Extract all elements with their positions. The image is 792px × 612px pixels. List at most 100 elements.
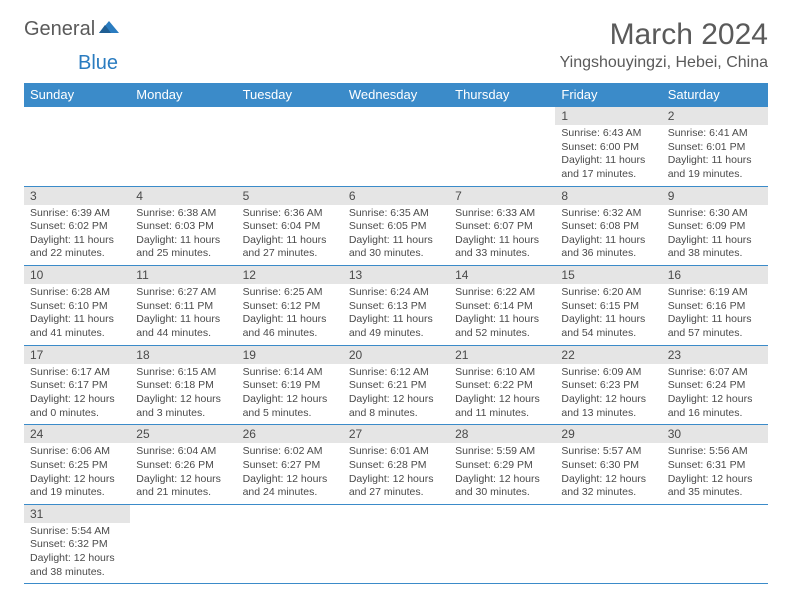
empty-cell bbox=[662, 523, 768, 584]
sunset-text: Sunset: 6:23 PM bbox=[561, 379, 655, 393]
day-detail: Sunrise: 6:02 AMSunset: 6:27 PMDaylight:… bbox=[237, 443, 343, 504]
logo-text-general: General bbox=[24, 18, 95, 41]
day-detail-cell: Sunrise: 6:14 AMSunset: 6:19 PMDaylight:… bbox=[237, 364, 343, 425]
empty-cell bbox=[130, 125, 236, 186]
logo-text-blue: Blue bbox=[78, 52, 118, 74]
sunset-text: Sunset: 6:09 PM bbox=[668, 220, 762, 234]
day-number: 20 bbox=[343, 346, 449, 364]
sunrise-text: Sunrise: 5:54 AM bbox=[30, 525, 124, 539]
sunset-text: Sunset: 6:04 PM bbox=[243, 220, 337, 234]
empty-cell bbox=[130, 504, 236, 523]
day-number: 21 bbox=[449, 346, 555, 364]
day-number: 5 bbox=[237, 187, 343, 205]
daylight-text-2: and 49 minutes. bbox=[349, 327, 443, 341]
empty-cell bbox=[130, 107, 236, 126]
day-number: 16 bbox=[662, 266, 768, 284]
daylight-text-2: and 13 minutes. bbox=[561, 407, 655, 421]
daylight-text-2: and 19 minutes. bbox=[30, 486, 124, 500]
sunset-text: Sunset: 6:29 PM bbox=[455, 459, 549, 473]
day-detail: Sunrise: 6:04 AMSunset: 6:26 PMDaylight:… bbox=[130, 443, 236, 504]
daylight-text-1: Daylight: 11 hours bbox=[668, 234, 762, 248]
day-number-cell: 30 bbox=[662, 425, 768, 444]
day-detail-cell: Sunrise: 5:56 AMSunset: 6:31 PMDaylight:… bbox=[662, 443, 768, 504]
day-detail: Sunrise: 5:59 AMSunset: 6:29 PMDaylight:… bbox=[449, 443, 555, 504]
day-number-cell: 24 bbox=[24, 425, 130, 444]
day-detail: Sunrise: 6:10 AMSunset: 6:22 PMDaylight:… bbox=[449, 364, 555, 425]
daylight-text-1: Daylight: 12 hours bbox=[455, 393, 549, 407]
day-detail: Sunrise: 6:06 AMSunset: 6:25 PMDaylight:… bbox=[24, 443, 130, 504]
day-number: 10 bbox=[24, 266, 130, 284]
daylight-text-2: and 8 minutes. bbox=[349, 407, 443, 421]
sunrise-text: Sunrise: 5:56 AM bbox=[668, 445, 762, 459]
sunset-text: Sunset: 6:01 PM bbox=[668, 141, 762, 155]
day-number: 6 bbox=[343, 187, 449, 205]
day-detail-cell: Sunrise: 6:27 AMSunset: 6:11 PMDaylight:… bbox=[130, 284, 236, 345]
daylight-text-1: Daylight: 11 hours bbox=[349, 313, 443, 327]
day-detail-cell: Sunrise: 6:28 AMSunset: 6:10 PMDaylight:… bbox=[24, 284, 130, 345]
day-detail-cell: Sunrise: 6:36 AMSunset: 6:04 PMDaylight:… bbox=[237, 205, 343, 266]
sunset-text: Sunset: 6:24 PM bbox=[668, 379, 762, 393]
day-detail: Sunrise: 5:54 AMSunset: 6:32 PMDaylight:… bbox=[24, 523, 130, 584]
sunrise-text: Sunrise: 6:22 AM bbox=[455, 286, 549, 300]
sunset-text: Sunset: 6:21 PM bbox=[349, 379, 443, 393]
logo: General bbox=[24, 18, 123, 41]
day-number: 30 bbox=[662, 425, 768, 443]
day-detail: Sunrise: 6:35 AMSunset: 6:05 PMDaylight:… bbox=[343, 205, 449, 266]
sunset-text: Sunset: 6:16 PM bbox=[668, 300, 762, 314]
sunrise-text: Sunrise: 6:14 AM bbox=[243, 366, 337, 380]
day-detail-cell: Sunrise: 6:17 AMSunset: 6:17 PMDaylight:… bbox=[24, 364, 130, 425]
day-header: Friday bbox=[555, 83, 661, 107]
daylight-text-2: and 30 minutes. bbox=[349, 247, 443, 261]
sunset-text: Sunset: 6:18 PM bbox=[136, 379, 230, 393]
daylight-text-2: and 36 minutes. bbox=[561, 247, 655, 261]
sunrise-text: Sunrise: 6:07 AM bbox=[668, 366, 762, 380]
sunset-text: Sunset: 6:15 PM bbox=[561, 300, 655, 314]
sunrise-text: Sunrise: 6:30 AM bbox=[668, 207, 762, 221]
day-detail-cell: Sunrise: 6:25 AMSunset: 6:12 PMDaylight:… bbox=[237, 284, 343, 345]
sunset-text: Sunset: 6:12 PM bbox=[243, 300, 337, 314]
day-number: 2 bbox=[662, 107, 768, 125]
daylight-text-1: Daylight: 12 hours bbox=[349, 473, 443, 487]
day-detail-cell: Sunrise: 6:20 AMSunset: 6:15 PMDaylight:… bbox=[555, 284, 661, 345]
empty-cell bbox=[449, 523, 555, 584]
empty-cell bbox=[662, 504, 768, 523]
empty-cell bbox=[555, 523, 661, 584]
day-number-cell: 13 bbox=[343, 266, 449, 285]
day-number: 29 bbox=[555, 425, 661, 443]
day-detail: Sunrise: 6:28 AMSunset: 6:10 PMDaylight:… bbox=[24, 284, 130, 345]
sunrise-text: Sunrise: 6:17 AM bbox=[30, 366, 124, 380]
empty-cell bbox=[449, 107, 555, 126]
daylight-text-2: and 21 minutes. bbox=[136, 486, 230, 500]
day-detail-cell: Sunrise: 6:07 AMSunset: 6:24 PMDaylight:… bbox=[662, 364, 768, 425]
flag-icon bbox=[99, 19, 121, 40]
daylight-text-2: and 16 minutes. bbox=[668, 407, 762, 421]
calendar-header-row: SundayMondayTuesdayWednesdayThursdayFrid… bbox=[24, 83, 768, 107]
daylight-text-1: Daylight: 12 hours bbox=[455, 473, 549, 487]
day-detail-cell: Sunrise: 5:57 AMSunset: 6:30 PMDaylight:… bbox=[555, 443, 661, 504]
day-number: 12 bbox=[237, 266, 343, 284]
sunrise-text: Sunrise: 6:02 AM bbox=[243, 445, 337, 459]
day-number: 17 bbox=[24, 346, 130, 364]
daylight-text-2: and 0 minutes. bbox=[30, 407, 124, 421]
day-number-cell: 7 bbox=[449, 186, 555, 205]
sunrise-text: Sunrise: 6:09 AM bbox=[561, 366, 655, 380]
day-detail: Sunrise: 6:39 AMSunset: 6:02 PMDaylight:… bbox=[24, 205, 130, 266]
day-detail: Sunrise: 6:01 AMSunset: 6:28 PMDaylight:… bbox=[343, 443, 449, 504]
sunrise-text: Sunrise: 6:20 AM bbox=[561, 286, 655, 300]
empty-cell bbox=[237, 125, 343, 186]
empty-cell bbox=[449, 125, 555, 186]
daylight-text-1: Daylight: 11 hours bbox=[243, 234, 337, 248]
day-detail: Sunrise: 6:15 AMSunset: 6:18 PMDaylight:… bbox=[130, 364, 236, 425]
day-detail-cell: Sunrise: 6:39 AMSunset: 6:02 PMDaylight:… bbox=[24, 205, 130, 266]
sunset-text: Sunset: 6:03 PM bbox=[136, 220, 230, 234]
sunrise-text: Sunrise: 6:36 AM bbox=[243, 207, 337, 221]
daylight-text-2: and 38 minutes. bbox=[668, 247, 762, 261]
daylight-text-2: and 32 minutes. bbox=[561, 486, 655, 500]
day-detail: Sunrise: 6:25 AMSunset: 6:12 PMDaylight:… bbox=[237, 284, 343, 345]
sunrise-text: Sunrise: 6:38 AM bbox=[136, 207, 230, 221]
day-detail: Sunrise: 6:27 AMSunset: 6:11 PMDaylight:… bbox=[130, 284, 236, 345]
day-number: 3 bbox=[24, 187, 130, 205]
day-number-cell: 27 bbox=[343, 425, 449, 444]
empty-cell bbox=[343, 107, 449, 126]
day-number: 8 bbox=[555, 187, 661, 205]
